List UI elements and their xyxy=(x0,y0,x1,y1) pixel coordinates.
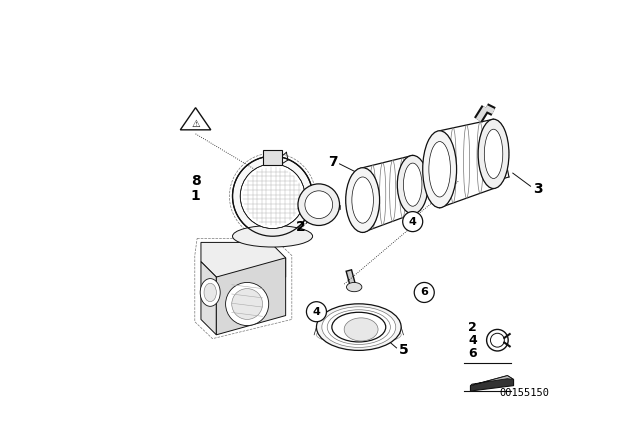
Circle shape xyxy=(307,302,326,322)
Text: 2: 2 xyxy=(296,220,306,234)
Ellipse shape xyxy=(327,310,390,345)
Circle shape xyxy=(414,282,435,302)
Ellipse shape xyxy=(344,318,378,341)
Text: 1: 1 xyxy=(191,189,200,203)
Ellipse shape xyxy=(429,142,451,197)
Text: 5: 5 xyxy=(399,343,408,357)
Text: 3: 3 xyxy=(532,181,542,195)
Text: 00155150: 00155150 xyxy=(499,388,549,397)
Ellipse shape xyxy=(232,156,312,236)
Text: 4: 4 xyxy=(312,307,321,317)
FancyBboxPatch shape xyxy=(263,150,282,165)
Text: 6: 6 xyxy=(468,347,477,360)
Ellipse shape xyxy=(204,283,216,302)
Polygon shape xyxy=(201,262,216,335)
Ellipse shape xyxy=(490,333,504,347)
Ellipse shape xyxy=(232,225,312,247)
Ellipse shape xyxy=(403,163,422,206)
Polygon shape xyxy=(470,375,513,386)
Ellipse shape xyxy=(478,119,509,189)
Ellipse shape xyxy=(486,329,508,351)
Text: 4: 4 xyxy=(409,217,417,227)
Text: 6: 6 xyxy=(420,288,428,297)
Polygon shape xyxy=(180,108,211,130)
Text: 7: 7 xyxy=(328,155,338,168)
Ellipse shape xyxy=(332,312,386,342)
Ellipse shape xyxy=(225,282,269,326)
Circle shape xyxy=(403,211,422,232)
Ellipse shape xyxy=(232,289,262,319)
Ellipse shape xyxy=(352,177,373,223)
Ellipse shape xyxy=(322,307,396,348)
Ellipse shape xyxy=(346,168,380,233)
Text: ⚠: ⚠ xyxy=(191,119,200,129)
Polygon shape xyxy=(470,375,513,391)
Ellipse shape xyxy=(397,155,428,214)
Text: 2: 2 xyxy=(468,321,477,334)
Ellipse shape xyxy=(422,131,456,208)
Ellipse shape xyxy=(305,191,333,219)
Ellipse shape xyxy=(484,129,503,178)
Polygon shape xyxy=(201,242,285,277)
Text: 4: 4 xyxy=(468,334,477,347)
Ellipse shape xyxy=(240,164,305,228)
Text: 8: 8 xyxy=(191,174,200,188)
Ellipse shape xyxy=(316,304,401,350)
Ellipse shape xyxy=(298,184,340,225)
Ellipse shape xyxy=(346,282,362,292)
Ellipse shape xyxy=(200,279,220,306)
Polygon shape xyxy=(216,258,285,335)
